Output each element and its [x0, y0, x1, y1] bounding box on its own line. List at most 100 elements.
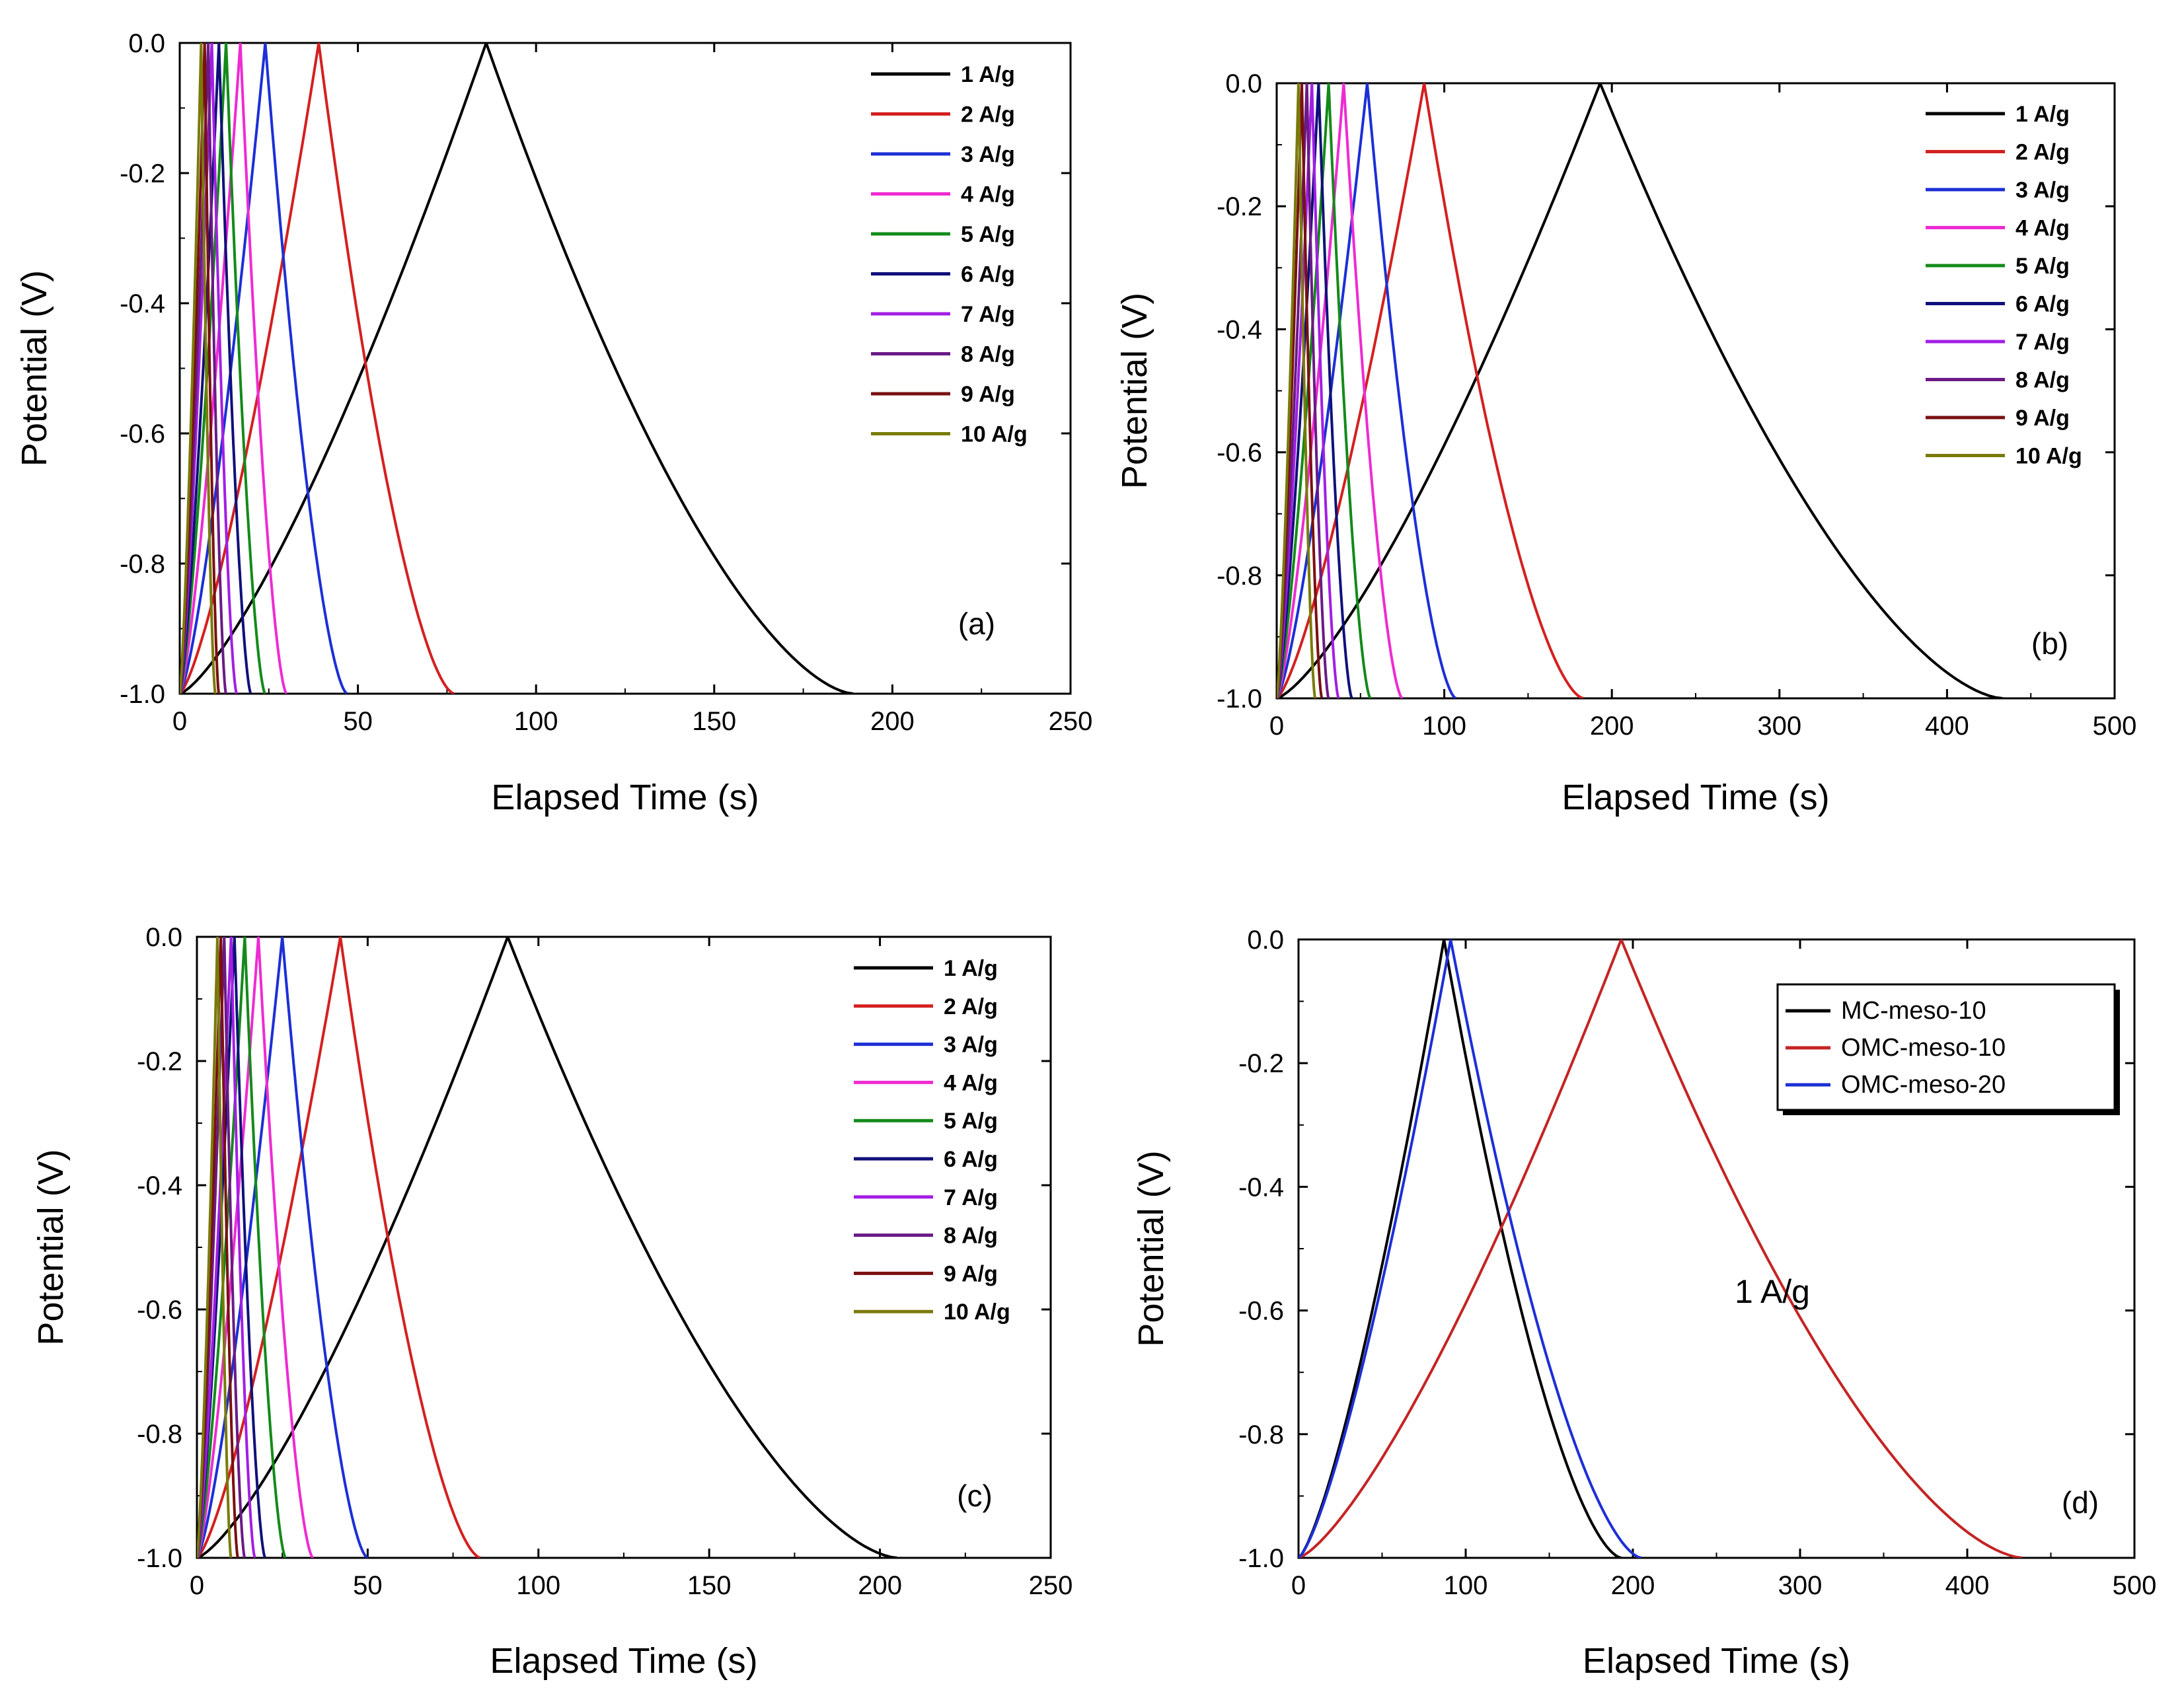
y-tick-label: -0.8 — [1217, 562, 1262, 591]
y-tick-label: -0.4 — [120, 289, 165, 318]
series-group — [1299, 939, 2023, 1558]
legend-entry: 3 A/g — [961, 142, 1015, 167]
legend-entry: 3 A/g — [944, 1033, 998, 1058]
x-tick-label: 200 — [1590, 712, 1634, 741]
x-tick-label: 400 — [1945, 1571, 1990, 1600]
y-tick-label: -0.2 — [1238, 1049, 1284, 1078]
x-tick-label: 150 — [692, 707, 736, 736]
legend-entry: 1 A/g — [944, 956, 998, 981]
legend-entry: OMC-meso-20 — [1841, 1071, 2006, 1099]
x-tick-label: 100 — [514, 707, 558, 736]
x-tick-label: 250 — [1029, 1571, 1073, 1600]
series-line-0 — [1299, 939, 1622, 1558]
y-tick-label: -0.8 — [137, 1420, 182, 1449]
x-tick-label: 0 — [172, 707, 187, 736]
y-tick-label: -0.6 — [1238, 1297, 1284, 1326]
y-tick-label: -1.0 — [137, 1544, 182, 1573]
x-tick-label: 300 — [1778, 1571, 1823, 1600]
legend: 1 A/g 2 A/g 3 A/g 4 A/g 5 A/g 6 A/g 7 A/g 8 A/g… — [1926, 102, 2082, 469]
y-tick-label: 0.0 — [128, 29, 165, 58]
x-tick-label: 100 — [1422, 712, 1466, 741]
series-line-1 — [1299, 939, 2023, 1558]
series-group — [1277, 83, 2003, 698]
series-line-7 — [1277, 83, 1330, 698]
legend-entry: 7 A/g — [961, 302, 1015, 327]
series-line-5 — [1277, 83, 1353, 698]
x-axis-title: Elapsed Time (s) — [491, 778, 759, 817]
series-line-9 — [1277, 83, 1317, 698]
legend-entry: 8 A/g — [961, 342, 1015, 367]
legend-entry: 10 A/g — [2015, 444, 2082, 469]
y-tick-label: -0.6 — [137, 1296, 182, 1325]
y-axis-title: Potential (V) — [31, 1149, 71, 1345]
series-line-4 — [180, 43, 267, 694]
legend-entry: 4 A/g — [944, 1070, 998, 1095]
legend-entry: 5 A/g — [2015, 254, 2070, 279]
legend-entry: MC-meso-10 — [1841, 997, 1986, 1025]
y-axis-title: Potential (V) — [1115, 293, 1154, 489]
series-line-4 — [1277, 83, 1372, 698]
legend-entry: 9 A/g — [2015, 406, 2070, 431]
x-tick-label: 200 — [870, 707, 915, 736]
legend-entry: 6 A/g — [2015, 292, 2070, 317]
y-tick-label: -0.8 — [120, 550, 165, 579]
y-tick-label: -0.8 — [1238, 1420, 1284, 1449]
legend-entry: 9 A/g — [961, 382, 1015, 407]
plot-frame — [1275, 82, 2116, 700]
x-tick-label: 50 — [343, 707, 373, 736]
x-tick-label: 0 — [1291, 1571, 1306, 1600]
series-group — [180, 43, 854, 694]
panel-label: (b) — [2031, 626, 2068, 661]
plot-frame — [178, 42, 1072, 695]
x-tick-label: 300 — [1757, 712, 1801, 741]
series-line-9 — [197, 937, 233, 1558]
legend-entry: 6 A/g — [961, 262, 1015, 287]
legend-entry: 1 A/g — [961, 62, 1015, 87]
legend-entry: 2 A/g — [961, 102, 1015, 128]
series-line-2 — [1299, 939, 1642, 1558]
legend-entry: 3 A/g — [2015, 178, 2070, 203]
legend-entry: 10 A/g — [961, 422, 1028, 447]
y-axis-title: Potential (V) — [1131, 1150, 1171, 1346]
y-tick-label: -0.4 — [1217, 315, 1262, 344]
series-line-1 — [1277, 83, 1584, 698]
panel-d: 0 100 200 300 400 500 0.0 -0.2 -0.4 -0.6 -0.8 -1.0 E… — [1131, 926, 2156, 1681]
y-tick-label: -0.4 — [137, 1171, 182, 1200]
x-axis-title: Elapsed Time (s) — [1562, 778, 1829, 817]
y-tick-label: -0.6 — [1217, 439, 1262, 468]
series-line-0 — [197, 937, 897, 1558]
series-line-6 — [1277, 83, 1340, 698]
legend-entry: 7 A/g — [944, 1185, 998, 1210]
series-line-2 — [1277, 83, 1457, 698]
x-tick-label: 400 — [1925, 712, 1969, 741]
y-tick-label: -0.4 — [1238, 1173, 1284, 1202]
y-axis-title: Potential (V) — [15, 270, 54, 466]
legend-entry: 10 A/g — [944, 1300, 1010, 1325]
series-line-3 — [1277, 83, 1404, 698]
y-tick-label: -0.2 — [1217, 192, 1262, 221]
x-tick-label: 200 — [858, 1571, 902, 1600]
legend-entry: 8 A/g — [944, 1224, 998, 1249]
x-tick-label: 100 — [516, 1571, 560, 1600]
annotation-label: 1 A/g — [1735, 1273, 1810, 1310]
y-tick-label: -1.0 — [1217, 684, 1262, 714]
legend-entry: 4 A/g — [961, 182, 1015, 207]
legend-entry: 2 A/g — [2015, 140, 2070, 165]
panel-label: (a) — [958, 606, 995, 641]
panel-c: 0 50 100 150 200 250 0.0 -0.2 -0.4 -0.6 -0.8 -1.0 El… — [31, 923, 1073, 1681]
y-tick-label: -0.2 — [120, 159, 165, 188]
legend: MC-meso-10 OMC-meso-10 OMC-meso-20 — [1776, 983, 2120, 1115]
legend-entry: 1 A/g — [2015, 102, 2070, 127]
y-tick-label: -1.0 — [120, 680, 165, 709]
legend: 1 A/g 2 A/g 3 A/g 4 A/g 5 A/g 6 A/g 7 A/g 8 A/g… — [871, 62, 1028, 447]
legend-entry: 8 A/g — [2015, 368, 2070, 393]
series-line-0 — [1277, 83, 2003, 698]
y-tick-label: -0.6 — [120, 420, 165, 449]
x-tick-label: 500 — [2093, 712, 2137, 741]
legend-entry: 4 A/g — [2015, 216, 2070, 241]
x-tick-label: 150 — [687, 1571, 732, 1600]
x-tick-label: 0 — [1269, 712, 1284, 741]
y-tick-label: 0.0 — [1225, 69, 1262, 98]
x-axis-title: Elapsed Time (s) — [490, 1641, 757, 1681]
